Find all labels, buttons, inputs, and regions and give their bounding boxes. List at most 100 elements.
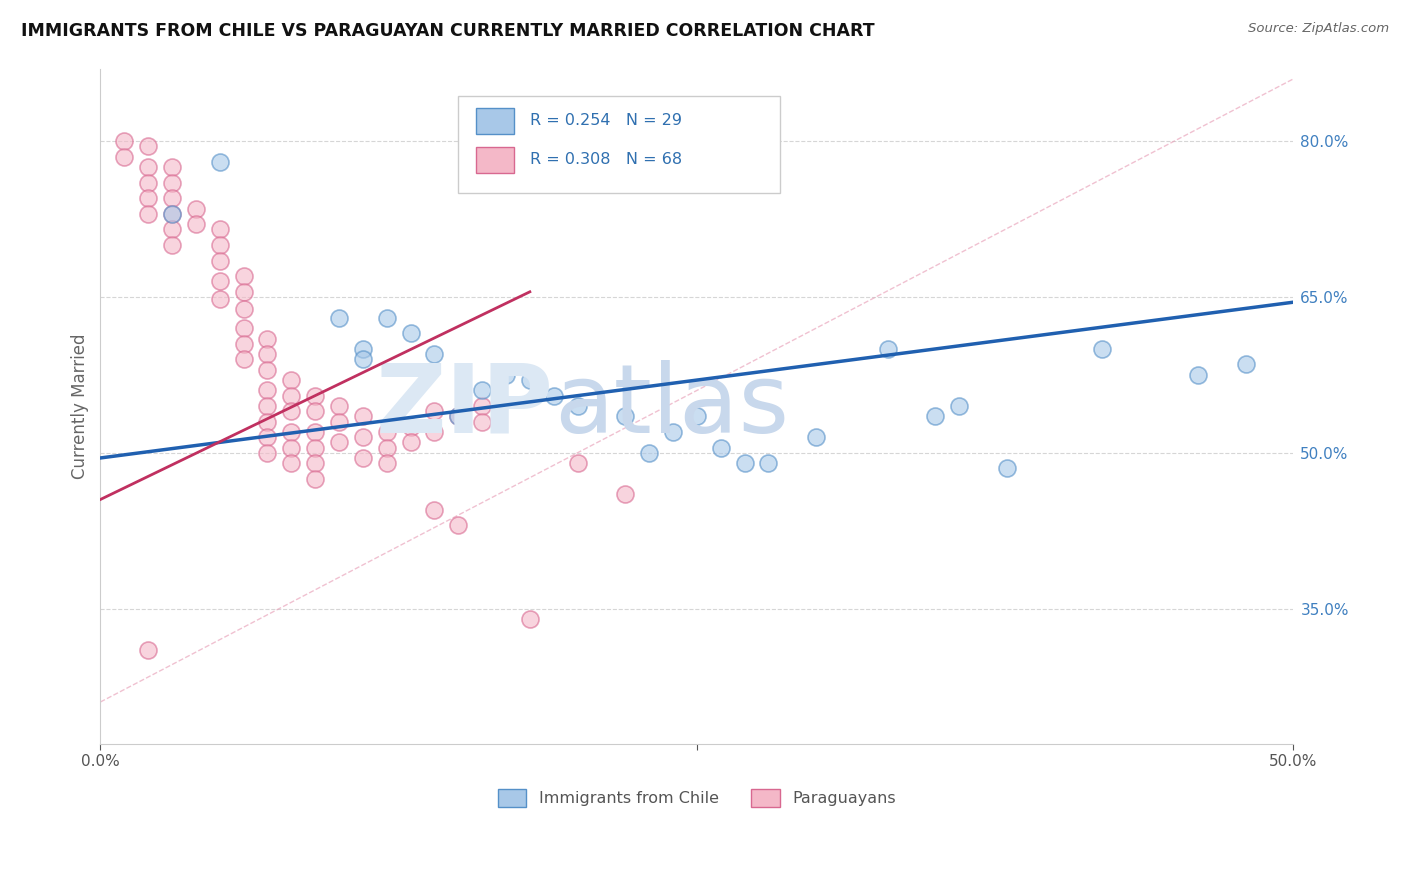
Point — [136, 160, 159, 174]
Point — [686, 409, 709, 424]
Point — [256, 347, 278, 361]
Point — [304, 389, 326, 403]
Point — [304, 425, 326, 439]
Point — [304, 456, 326, 470]
Point — [352, 342, 374, 356]
Point — [280, 404, 302, 418]
Point — [280, 389, 302, 403]
Text: R = 0.308   N = 68: R = 0.308 N = 68 — [530, 153, 682, 167]
Point — [519, 373, 541, 387]
Point — [519, 612, 541, 626]
Point — [160, 222, 183, 236]
FancyBboxPatch shape — [477, 147, 515, 173]
Point — [352, 430, 374, 444]
Point — [924, 409, 946, 424]
Point — [112, 150, 135, 164]
Point — [399, 419, 422, 434]
Point — [280, 441, 302, 455]
Point — [160, 207, 183, 221]
Text: IMMIGRANTS FROM CHILE VS PARAGUAYAN CURRENTLY MARRIED CORRELATION CHART: IMMIGRANTS FROM CHILE VS PARAGUAYAN CURR… — [21, 22, 875, 40]
Point — [1234, 358, 1257, 372]
Point — [662, 425, 685, 439]
Point — [804, 430, 827, 444]
Point — [160, 207, 183, 221]
Point — [208, 155, 231, 169]
Point — [638, 446, 661, 460]
FancyBboxPatch shape — [477, 108, 515, 134]
Text: atlas: atlas — [554, 359, 789, 452]
Text: R = 0.254   N = 29: R = 0.254 N = 29 — [530, 113, 682, 128]
Point — [423, 503, 446, 517]
Point — [232, 321, 254, 335]
Point — [543, 389, 565, 403]
Point — [948, 399, 970, 413]
Point — [256, 446, 278, 460]
Point — [304, 472, 326, 486]
Point — [328, 415, 350, 429]
Point — [423, 347, 446, 361]
Point — [352, 450, 374, 465]
Point — [375, 441, 398, 455]
Point — [758, 456, 780, 470]
Point — [208, 292, 231, 306]
Point — [471, 415, 494, 429]
Point — [208, 222, 231, 236]
Point — [160, 191, 183, 205]
Point — [232, 269, 254, 284]
Point — [471, 399, 494, 413]
Point — [352, 352, 374, 367]
Point — [567, 456, 589, 470]
Point — [375, 425, 398, 439]
Point — [232, 336, 254, 351]
Point — [256, 415, 278, 429]
Point — [208, 238, 231, 252]
Text: Source: ZipAtlas.com: Source: ZipAtlas.com — [1249, 22, 1389, 36]
Point — [328, 435, 350, 450]
Point — [399, 326, 422, 341]
Point — [447, 518, 470, 533]
Point — [280, 425, 302, 439]
Point — [256, 430, 278, 444]
Point — [495, 368, 517, 382]
Point — [614, 409, 637, 424]
Point — [423, 404, 446, 418]
Point — [208, 274, 231, 288]
Point — [256, 332, 278, 346]
Point — [256, 362, 278, 376]
Point — [184, 202, 207, 216]
Point — [232, 302, 254, 317]
Point — [232, 352, 254, 367]
Point — [136, 207, 159, 221]
Point — [471, 384, 494, 398]
Point — [375, 310, 398, 325]
Point — [160, 176, 183, 190]
Legend: Immigrants from Chile, Paraguayans: Immigrants from Chile, Paraguayans — [491, 783, 903, 814]
Point — [112, 134, 135, 148]
Point — [447, 409, 470, 424]
Point — [136, 176, 159, 190]
Point — [1187, 368, 1209, 382]
Point — [304, 404, 326, 418]
Point — [423, 425, 446, 439]
Point — [447, 409, 470, 424]
FancyBboxPatch shape — [458, 95, 780, 194]
Point — [280, 373, 302, 387]
Point — [710, 441, 733, 455]
Point — [328, 310, 350, 325]
Point — [1091, 342, 1114, 356]
Point — [328, 399, 350, 413]
Point — [208, 253, 231, 268]
Point — [399, 435, 422, 450]
Point — [304, 441, 326, 455]
Point — [256, 399, 278, 413]
Point — [567, 399, 589, 413]
Point — [375, 456, 398, 470]
Point — [280, 456, 302, 470]
Point — [876, 342, 898, 356]
Point — [184, 217, 207, 231]
Point — [995, 461, 1018, 475]
Point — [160, 238, 183, 252]
Text: ZIP: ZIP — [375, 359, 554, 452]
Point — [256, 384, 278, 398]
Point — [734, 456, 756, 470]
